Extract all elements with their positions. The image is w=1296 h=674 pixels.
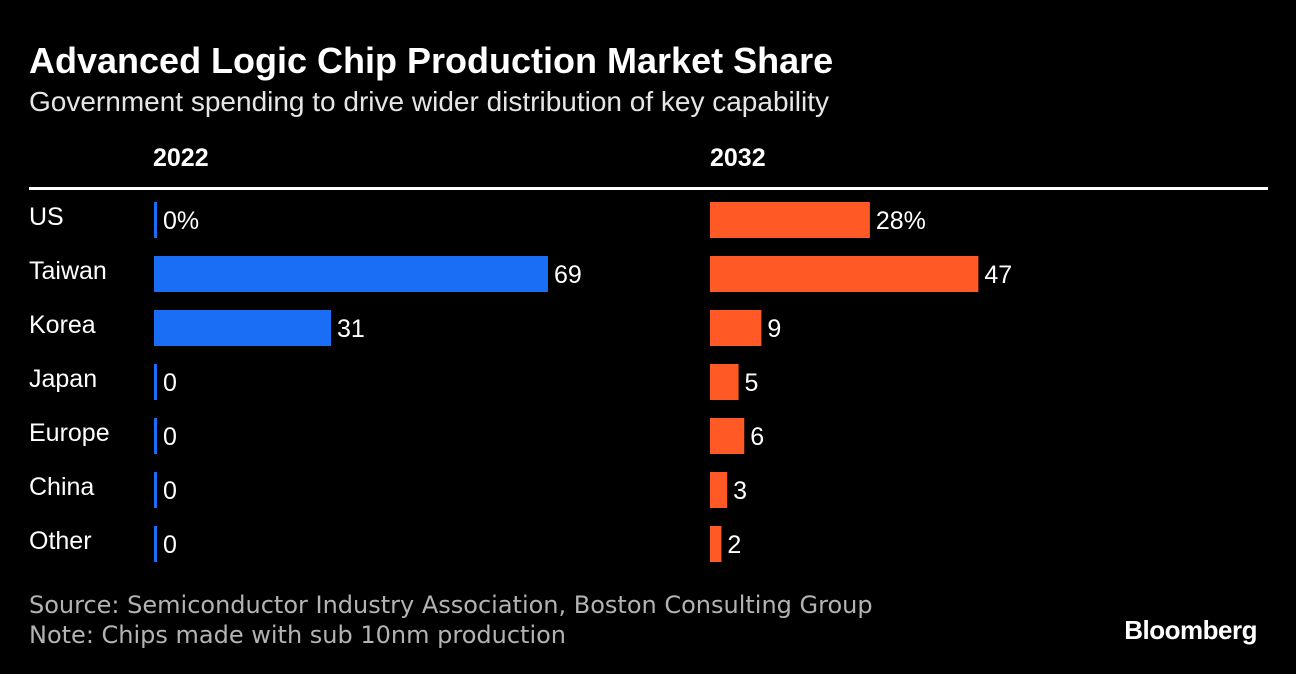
category-label-other: Other xyxy=(29,527,92,555)
category-label-europe: Europe xyxy=(29,419,110,447)
data-label-2032-other: 2 xyxy=(727,531,741,559)
bar-2022-china xyxy=(154,472,157,508)
data-label-2032-china: 3 xyxy=(733,477,747,505)
data-label-2022-other: 0 xyxy=(163,531,177,559)
bar-2022-taiwan xyxy=(154,256,548,292)
column-header-2022: 2022 xyxy=(153,144,209,172)
column-header-2032: 2032 xyxy=(710,144,766,172)
bar-2032-china xyxy=(710,472,728,508)
bar-2032-korea xyxy=(710,310,762,346)
data-label-2022-taiwan: 69 xyxy=(554,261,582,289)
source-text: Source: Semiconductor Industry Associati… xyxy=(29,591,873,619)
chart-subtitle: Government spending to drive wider distr… xyxy=(29,86,829,117)
category-label-china: China xyxy=(29,473,94,501)
note-text: Note: Chips made with sub 10nm productio… xyxy=(29,621,566,649)
chart-title: Advanced Logic Chip Production Market Sh… xyxy=(29,40,834,81)
bar-2032-taiwan xyxy=(710,256,979,292)
header-divider xyxy=(29,187,1268,190)
category-label-japan: Japan xyxy=(29,365,97,393)
bar-2022-japan xyxy=(154,364,157,400)
data-label-2022-japan: 0 xyxy=(163,369,177,397)
category-label-us: US xyxy=(29,203,64,231)
bar-2032-europe xyxy=(710,418,745,454)
data-label-2032-japan: 5 xyxy=(745,369,759,397)
category-label-taiwan: Taiwan xyxy=(29,257,107,285)
bar-2032-us xyxy=(710,202,870,238)
bar-2032-japan xyxy=(710,364,739,400)
data-label-2022-korea: 31 xyxy=(337,315,365,343)
data-label-2032-taiwan: 47 xyxy=(984,261,1012,289)
bloomberg-logo: Bloomberg xyxy=(1124,615,1257,645)
data-label-2022-china: 0 xyxy=(163,477,177,505)
bar-2032-other xyxy=(710,526,722,562)
bar-2022-other xyxy=(154,526,157,562)
category-label-korea: Korea xyxy=(29,311,96,339)
data-label-2032-us: 28% xyxy=(876,207,926,235)
bar-2022-us xyxy=(154,202,157,238)
data-label-2022-us: 0% xyxy=(163,207,199,235)
data-label-2032-europe: 6 xyxy=(750,423,764,451)
data-label-2032-korea: 9 xyxy=(767,315,781,343)
bar-2022-korea xyxy=(154,310,332,346)
bar-2022-europe xyxy=(154,418,157,454)
data-label-2022-europe: 0 xyxy=(163,423,177,451)
